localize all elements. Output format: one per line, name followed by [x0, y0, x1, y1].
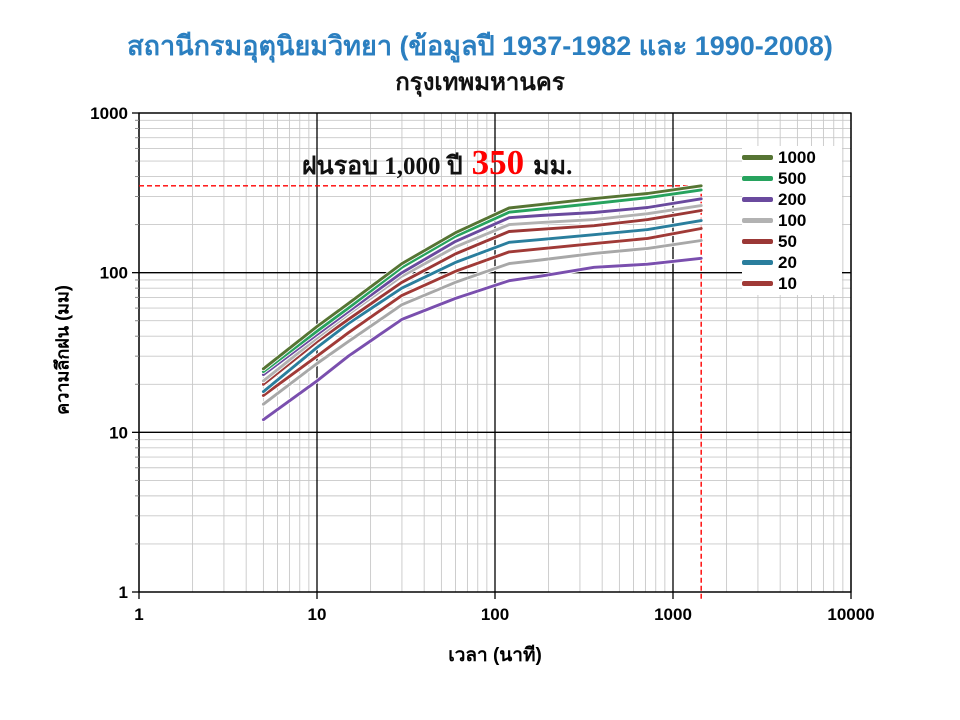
legend-item-500: 500 — [742, 168, 842, 189]
legend-item-50: 50 — [742, 231, 842, 252]
annotation-value: 350 — [471, 143, 525, 182]
legend-item-1000: 1000 — [742, 147, 842, 168]
legend-label: 500 — [778, 169, 807, 188]
curve-200 — [261, 197, 703, 377]
x-axis-title: เวลา (นาที) — [448, 645, 542, 666]
curve-10 — [261, 227, 703, 397]
curve-unlabeled — [261, 239, 703, 406]
curve-20 — [261, 219, 703, 394]
x-tick-label-10000: 10000 — [827, 605, 874, 624]
legend-item-100: 100 — [742, 210, 842, 231]
x-tick-label-10: 10 — [308, 605, 327, 624]
legend-item-20: 20 — [742, 252, 842, 273]
y-tick-label-1: 1 — [119, 583, 128, 602]
x-tick-label-1: 1 — [134, 605, 143, 624]
legend: 1000 500 200 100 50 20 10 — [742, 146, 842, 295]
curve-unlabeled — [261, 256, 703, 422]
legend-line-swatch — [742, 260, 773, 265]
annotation-prefix: ฝนรอบ 1,000 ปี — [302, 153, 463, 180]
legend-label: 100 — [778, 211, 807, 230]
legend-line-swatch — [742, 155, 773, 160]
chart-subtitle: กรุงเทพมหานคร — [395, 70, 565, 96]
annotation-suffix: มม. — [533, 153, 573, 180]
x-tick-label-1000: 1000 — [654, 605, 692, 624]
chart-title: สถานีกรมอุตุนิยมวิทยา (ข้อมูลปี 1937-198… — [127, 31, 833, 61]
y-tick-label-100: 100 — [100, 264, 128, 283]
legend-line-swatch — [742, 239, 773, 244]
legend-item-200: 200 — [742, 189, 842, 210]
curve-100 — [261, 204, 703, 383]
y-axis-title: ความลึกฝน (มม) — [52, 285, 73, 415]
legend-item-10: 10 — [742, 273, 842, 294]
legend-line-swatch — [742, 176, 773, 181]
curve-casing — [261, 218, 704, 394]
legend-label: 1000 — [778, 148, 816, 167]
y-tick-label-10: 10 — [109, 423, 128, 442]
curve-50 — [261, 209, 703, 386]
annotation-1000yr-rain: ฝนรอบ 1,000 ปี 350 มม. — [302, 143, 572, 186]
curve-500 — [261, 188, 703, 374]
legend-label: 50 — [778, 232, 797, 251]
curve-1000 — [261, 184, 703, 371]
legend-label: 10 — [778, 274, 797, 293]
x-tick-label-100: 100 — [481, 605, 509, 624]
legend-label: 200 — [778, 190, 807, 209]
y-tick-label-1000: 1000 — [90, 104, 128, 123]
legend-line-swatch — [742, 218, 773, 223]
legend-line-swatch — [742, 197, 773, 202]
legend-line-swatch — [742, 281, 773, 286]
legend-label: 20 — [778, 253, 797, 272]
